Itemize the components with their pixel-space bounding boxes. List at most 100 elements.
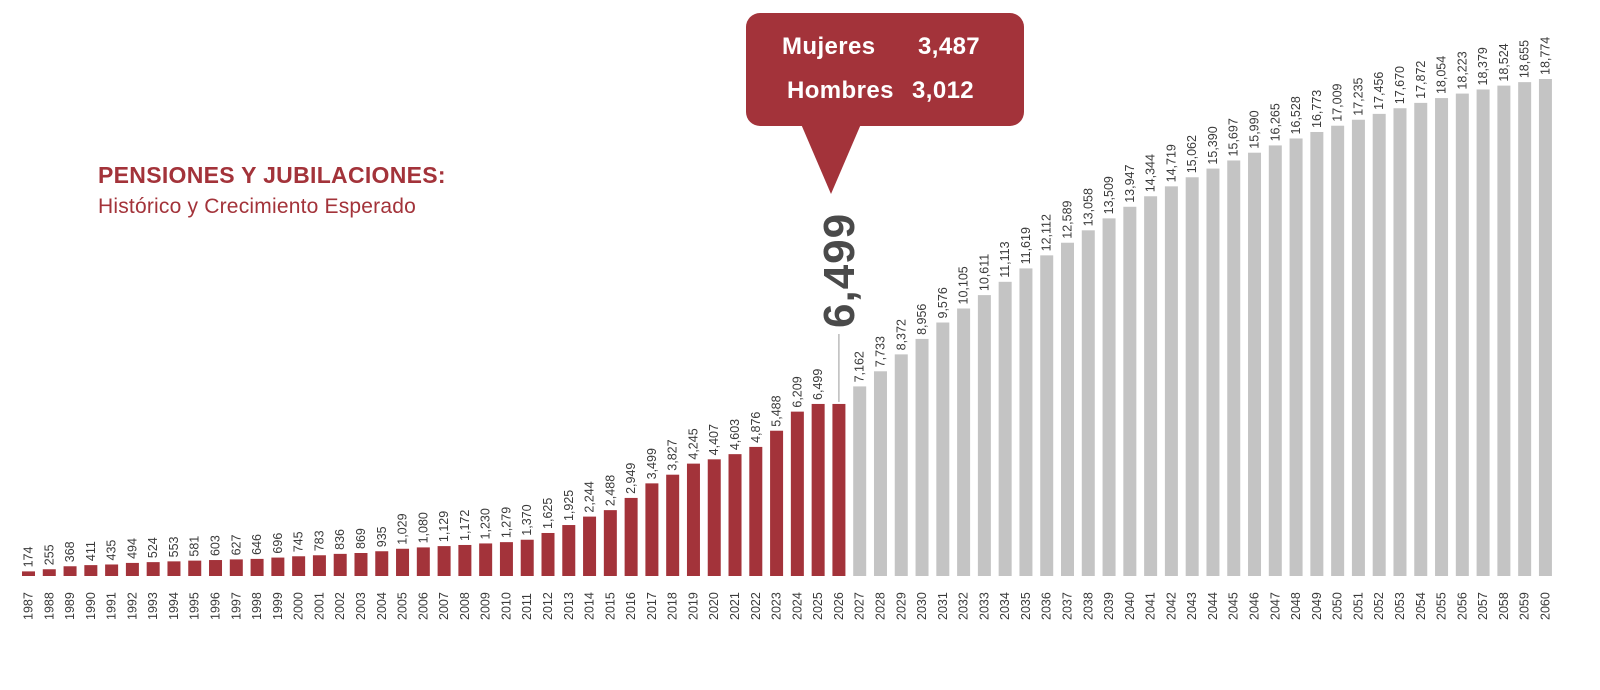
year-label-2007: 2007 (437, 592, 451, 620)
year-label-2054: 2054 (1414, 592, 1428, 620)
year-label-2036: 2036 (1040, 592, 1054, 620)
year-label-2049: 2049 (1310, 592, 1324, 620)
bar-2059 (1518, 82, 1532, 577)
value-label-2050: 17,009 (1331, 83, 1345, 121)
bar-2051 (1351, 119, 1365, 577)
bar-2007 (437, 546, 451, 576)
year-label-2018: 2018 (666, 592, 680, 620)
bar-2056 (1455, 93, 1469, 576)
bar-2016 (624, 497, 638, 576)
year-label-2052: 2052 (1372, 592, 1386, 620)
value-label-1988: 255 (42, 544, 56, 565)
year-label-2026: 2026 (832, 592, 846, 620)
value-label-1991: 435 (105, 540, 119, 561)
value-label-2033: 10,611 (977, 254, 991, 291)
value-label-2035: 11,619 (1019, 227, 1033, 264)
value-label-2039: 13,509 (1102, 176, 1116, 214)
value-label-2012: 1,625 (541, 498, 555, 529)
value-label-2038: 13,058 (1081, 188, 1095, 226)
value-label-1992: 494 (125, 538, 139, 559)
bar-1992 (125, 562, 139, 576)
year-label-2029: 2029 (894, 592, 908, 620)
value-label-2030: 8,956 (915, 304, 929, 335)
value-label-2024: 6,209 (790, 376, 804, 407)
value-label-2016: 2,949 (624, 463, 638, 494)
value-label-2042: 14,719 (1164, 144, 1178, 182)
value-label-2028: 7,733 (873, 336, 887, 367)
value-label-2041: 14,344 (1144, 154, 1158, 192)
value-label-2025: 6,499 (811, 369, 825, 400)
bars-layer (22, 79, 1552, 577)
year-label-1991: 1991 (105, 592, 119, 620)
value-label-2007: 1,129 (437, 511, 451, 542)
value-label-2031: 9,576 (936, 287, 950, 318)
year-label-1987: 1987 (22, 592, 36, 620)
bar-2010 (499, 542, 513, 576)
year-label-2010: 2010 (499, 592, 513, 620)
bar-2043 (1185, 177, 1199, 576)
year-label-2042: 2042 (1164, 592, 1178, 620)
tooltip-pointer (801, 124, 861, 194)
bar-2055 (1435, 98, 1449, 576)
bar-2005 (396, 548, 410, 576)
value-labels-layer: 174 255 368 411 435 494 524 553 581 603 627 646 696 7… (22, 37, 1553, 568)
value-label-2049: 16,773 (1310, 90, 1324, 128)
year-label-1996: 1996 (209, 592, 223, 620)
bar-2044 (1206, 168, 1220, 576)
year-label-1988: 1988 (42, 592, 56, 620)
tooltip-label-mujeres: Mujeres (782, 33, 876, 60)
value-label-1999: 696 (271, 533, 285, 554)
year-label-2048: 2048 (1289, 592, 1303, 620)
chart-subtitle: Histórico y Crecimiento Esperado (98, 195, 417, 218)
bar-2024 (790, 411, 804, 576)
year-label-2058: 2058 (1497, 592, 1511, 620)
value-label-2043: 15,062 (1185, 135, 1199, 173)
year-label-2005: 2005 (396, 592, 410, 620)
year-label-2040: 2040 (1123, 592, 1137, 620)
bar-2029 (894, 354, 908, 576)
year-label-2034: 2034 (998, 592, 1012, 620)
year-label-2044: 2044 (1206, 592, 1220, 620)
bar-2045 (1227, 160, 1241, 576)
value-label-2052: 17,456 (1372, 72, 1386, 110)
value-label-1993: 524 (146, 537, 160, 558)
bar-2011 (520, 539, 534, 576)
year-label-2014: 2014 (583, 592, 597, 620)
bar-2031 (936, 322, 950, 576)
value-label-2048: 16,528 (1289, 96, 1303, 134)
bar-2019 (686, 463, 700, 576)
year-label-2001: 2001 (312, 592, 326, 620)
value-label-2005: 1,029 (396, 513, 410, 544)
bar-2022 (749, 446, 763, 576)
highlight-tooltip: Mujeres 3,487 Hombres 3,012 (746, 13, 1024, 126)
value-label-2006: 1,080 (416, 512, 430, 543)
year-label-2027: 2027 (853, 592, 867, 620)
value-label-1998: 646 (250, 534, 264, 555)
bar-2009 (479, 543, 493, 576)
bar-2023 (770, 430, 784, 576)
bar-2040 (1123, 206, 1137, 576)
year-label-2056: 2056 (1455, 592, 1469, 620)
bar-2048 (1289, 138, 1303, 576)
bar-2038 (1081, 230, 1095, 576)
bar-1988 (42, 569, 56, 576)
year-label-2008: 2008 (458, 592, 472, 620)
bar-2036 (1040, 255, 1054, 577)
year-label-2006: 2006 (416, 592, 430, 620)
year-label-2025: 2025 (811, 592, 825, 620)
year-label-2045: 2045 (1227, 592, 1241, 620)
year-label-2031: 2031 (936, 592, 950, 620)
bar-2034 (998, 281, 1012, 576)
value-label-2002: 836 (333, 529, 347, 550)
bar-2000 (292, 556, 306, 576)
value-label-2046: 15,990 (1248, 110, 1262, 148)
bar-2033 (977, 295, 991, 576)
bar-2054 (1414, 102, 1428, 576)
value-label-2029: 8,372 (894, 319, 908, 350)
value-label-2015: 2,488 (603, 475, 617, 506)
bar-1987 (22, 571, 35, 576)
value-label-2034: 11,113 (998, 241, 1012, 277)
year-label-2039: 2039 (1102, 592, 1116, 620)
year-label-2013: 2013 (562, 592, 576, 620)
value-label-2060: 18,774 (1538, 37, 1552, 75)
